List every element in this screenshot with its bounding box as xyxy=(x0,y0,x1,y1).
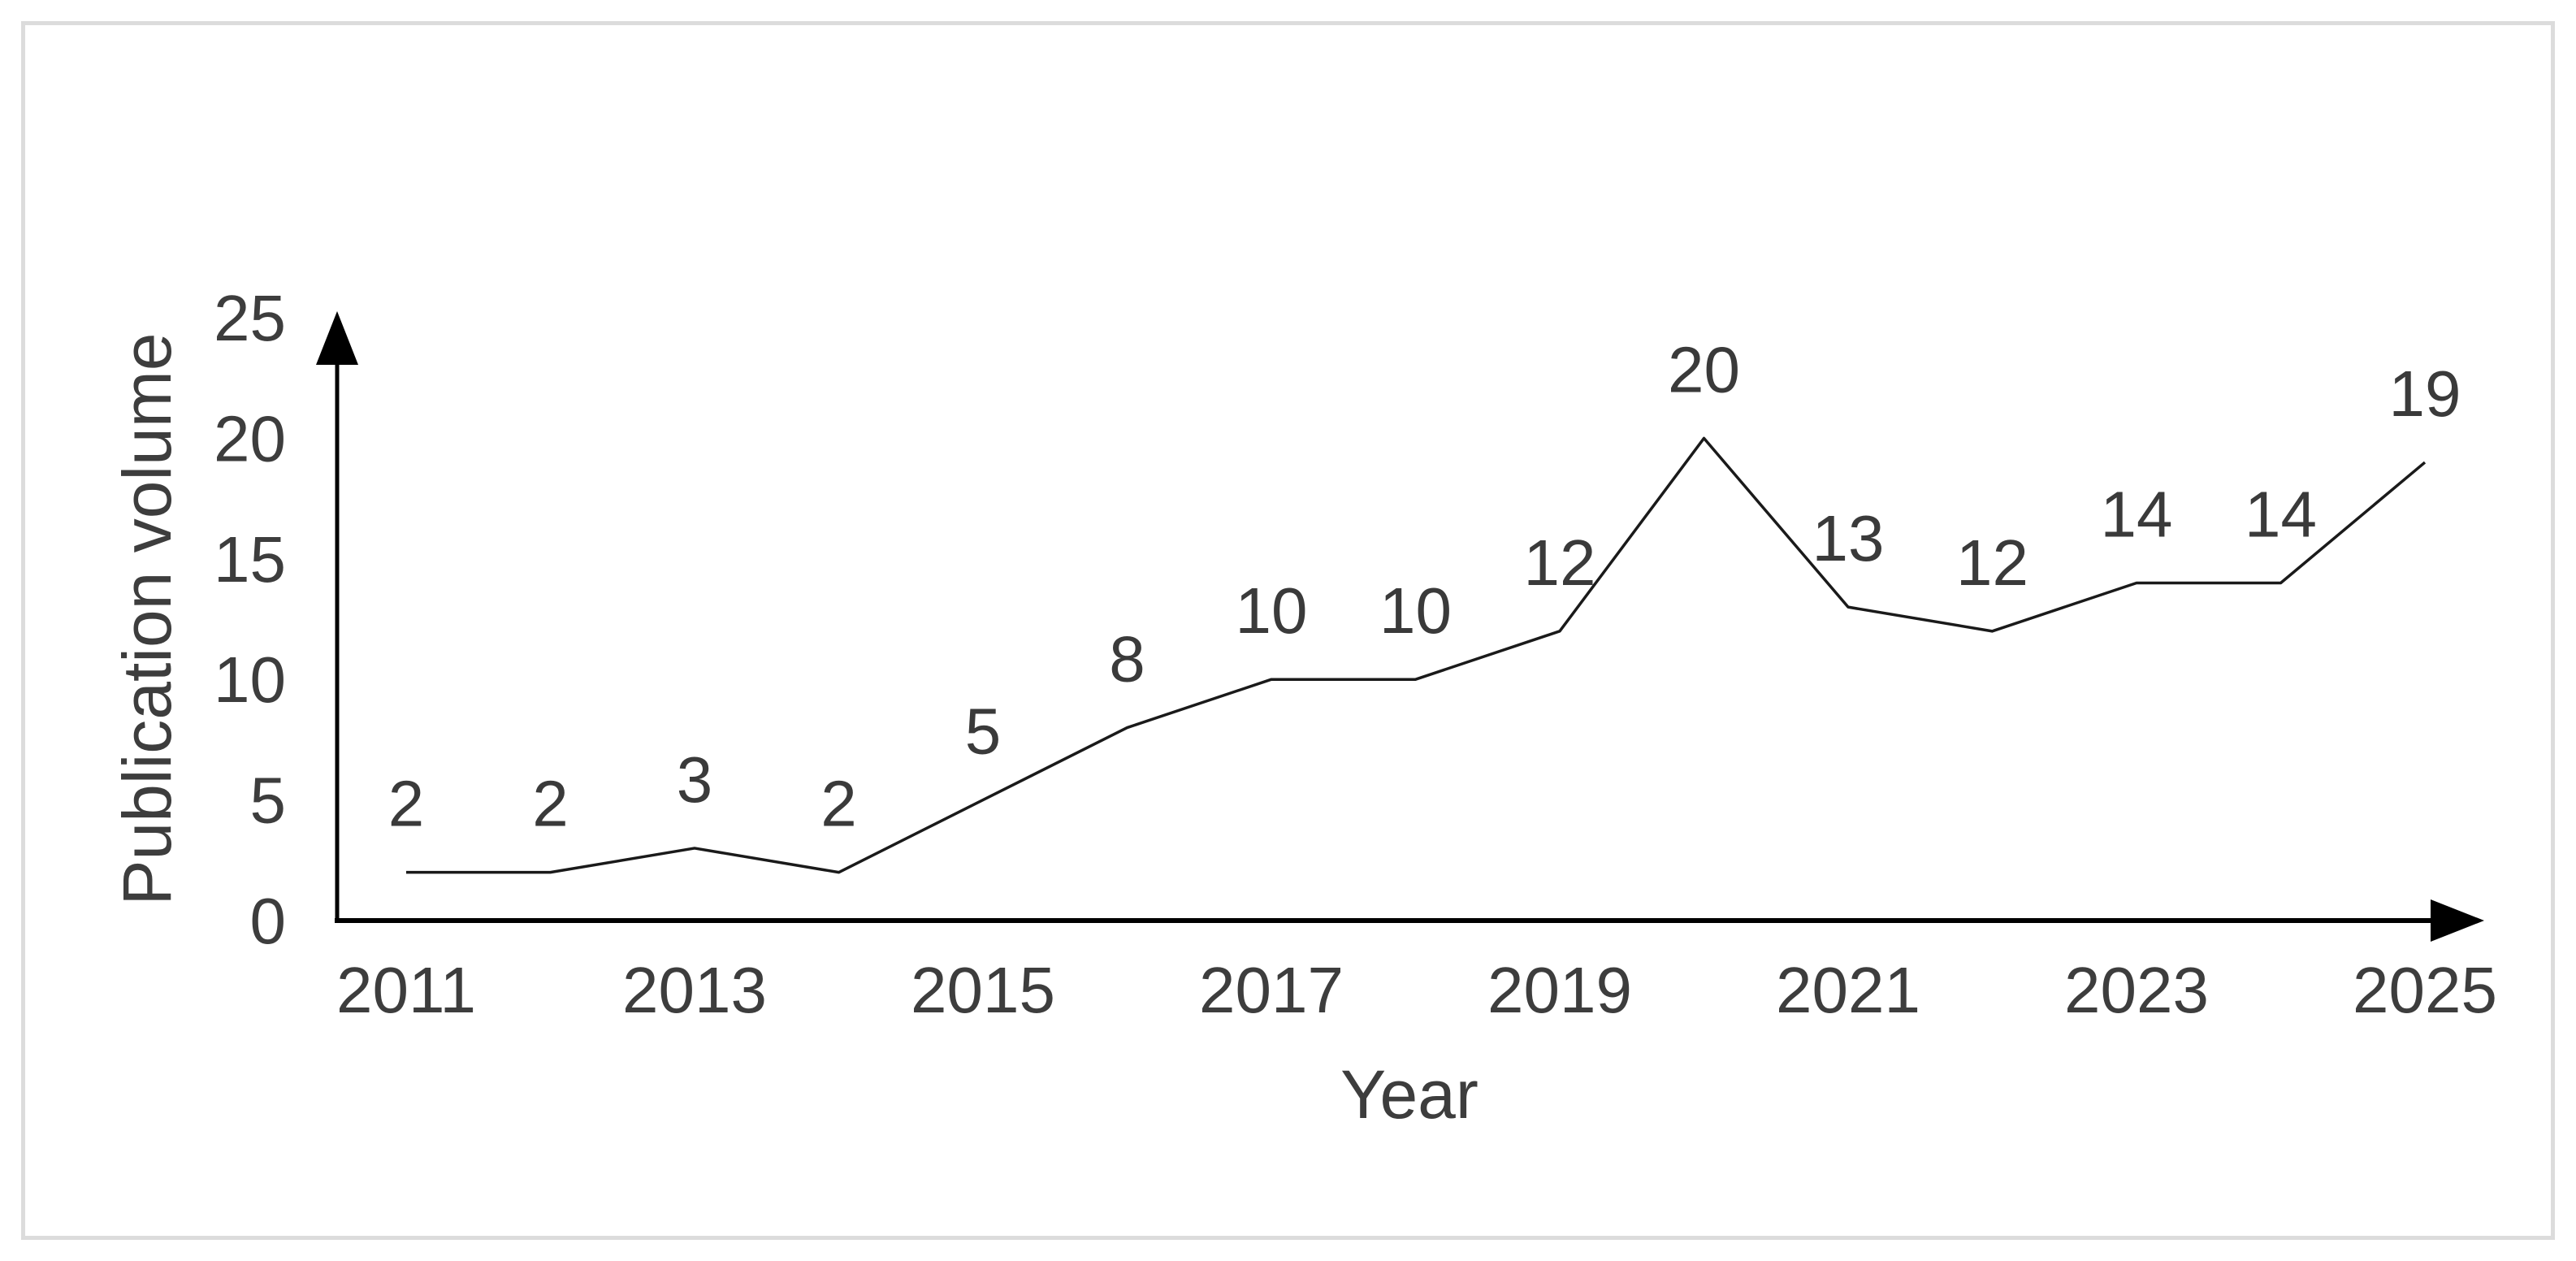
data-label: 2 xyxy=(820,768,857,840)
y-tick-label: 15 xyxy=(214,523,286,596)
x-tick-label: 2013 xyxy=(622,954,767,1026)
y-tick-label: 10 xyxy=(214,644,286,716)
data-label: 19 xyxy=(2389,358,2461,430)
data-label: 20 xyxy=(1668,333,1740,405)
data-label: 13 xyxy=(1812,502,1885,574)
x-tick-labels: 2011 2013 2015 2017 2019 2021 2023 2025 xyxy=(336,954,2497,1026)
figure-border xyxy=(21,21,2555,1240)
data-label: 8 xyxy=(1109,623,1145,696)
x-tick-label: 2015 xyxy=(911,954,1055,1026)
x-axis-title: Year xyxy=(1340,1056,1478,1133)
x-tick-label: 2021 xyxy=(1776,954,1920,1026)
y-tick-labels: 0 5 10 15 20 25 xyxy=(214,282,286,957)
data-label: 14 xyxy=(2101,478,2173,550)
data-label: 2 xyxy=(388,768,425,840)
y-tick-label: 20 xyxy=(214,402,286,474)
data-label: 10 xyxy=(1236,574,1308,647)
data-label: 12 xyxy=(1524,526,1596,599)
data-label: 14 xyxy=(2245,478,2317,550)
x-tick-label: 2023 xyxy=(2064,954,2209,1026)
x-tick-label: 2025 xyxy=(2353,954,2497,1026)
x-tick-label: 2019 xyxy=(1487,954,1632,1026)
y-axis-arrow-icon xyxy=(316,311,358,365)
data-label: 12 xyxy=(1956,526,2028,599)
data-label: 10 xyxy=(1379,574,1452,647)
data-label: 3 xyxy=(677,743,713,816)
y-tick-label: 25 xyxy=(214,282,286,354)
y-tick-label: 5 xyxy=(250,765,287,837)
data-label: 2 xyxy=(532,768,569,840)
x-tick-label: 2011 xyxy=(336,954,476,1026)
x-tick-label: 2017 xyxy=(1199,954,1344,1026)
data-label: 5 xyxy=(965,696,1002,768)
y-axis-title: Publication volume xyxy=(109,332,185,905)
y-tick-label: 0 xyxy=(250,885,287,957)
x-axis-arrow-icon xyxy=(2431,899,2484,942)
data-labels: 2 2 3 2 5 8 10 10 12 20 13 12 14 14 19 xyxy=(388,333,2461,839)
publication-volume-line xyxy=(406,436,2427,874)
